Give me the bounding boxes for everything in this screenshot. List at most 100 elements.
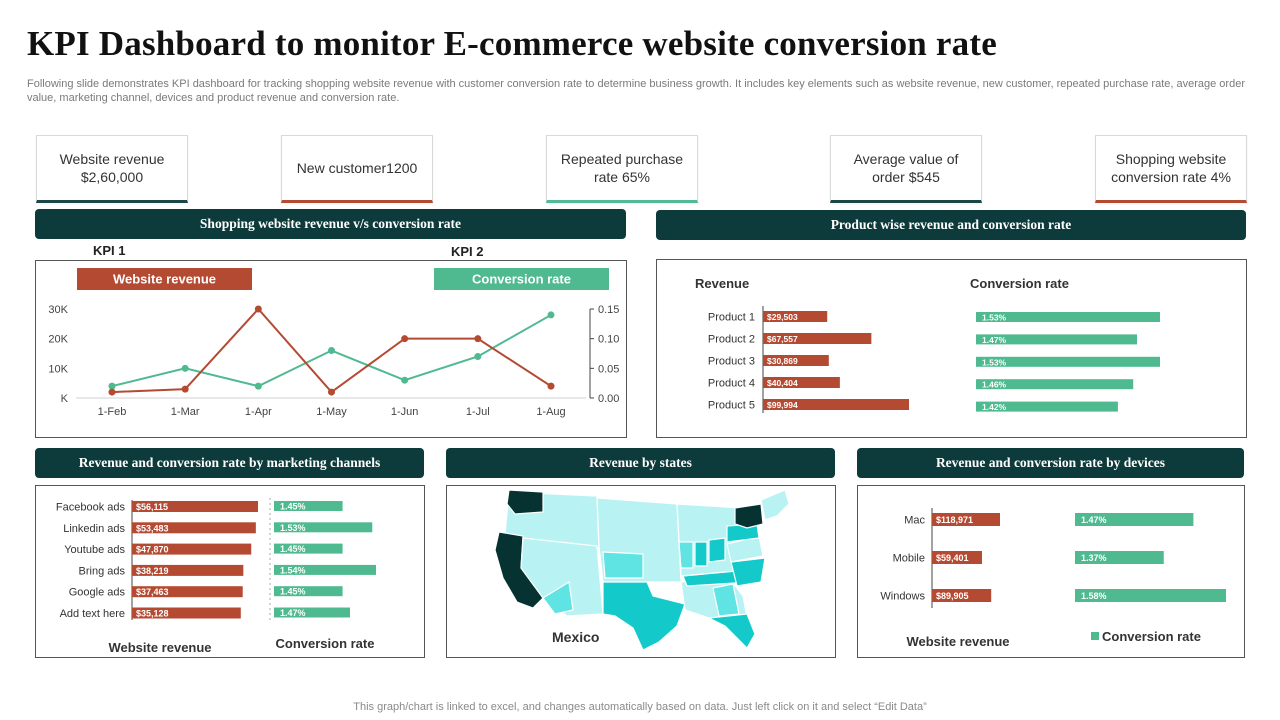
map-label-mexico: Mexico bbox=[552, 629, 599, 645]
point-website-revenue[interactable] bbox=[547, 382, 555, 390]
devices-panel: Mac $118,971 1.47% Mobile $59,401 1.37% Window… bbox=[857, 485, 1245, 658]
category-label: Google ads bbox=[69, 587, 126, 599]
kpi-card-new-customer[interactable]: New customer1200 bbox=[281, 135, 433, 203]
category-label: Linkedin ads bbox=[63, 523, 125, 535]
category-label: Add text here bbox=[60, 608, 125, 620]
point-website-revenue[interactable] bbox=[254, 305, 262, 313]
bar-conversion[interactable] bbox=[1075, 513, 1194, 526]
legend-conversion-box[interactable] bbox=[434, 268, 609, 290]
point-website-revenue[interactable] bbox=[401, 335, 409, 343]
map-region-west[interactable] bbox=[520, 537, 604, 617]
bar-revenue[interactable] bbox=[132, 607, 241, 619]
bar-revenue[interactable] bbox=[763, 311, 828, 322]
point-conversion-rate[interactable] bbox=[474, 352, 482, 360]
bar-conversion[interactable] bbox=[976, 312, 1160, 322]
kpi-card-repeated-purchase[interactable]: Repeated purchase rate 65% bbox=[546, 135, 698, 203]
bar-revenue[interactable] bbox=[932, 551, 982, 564]
map-region-illinois[interactable] bbox=[678, 541, 694, 569]
devices-chart[interactable]: Mac $118,971 1.47% Mobile $59,401 1.37% Window… bbox=[858, 486, 1245, 658]
x-tick-label: 1-Jun bbox=[391, 406, 419, 418]
map-region-indiana[interactable] bbox=[694, 541, 708, 567]
section-header-channels: Revenue and conversion rate by marketing… bbox=[35, 448, 424, 478]
y-right-tick: 0.15 bbox=[598, 304, 619, 316]
bar-conversion[interactable] bbox=[274, 501, 343, 511]
category-label: Product 1 bbox=[708, 312, 755, 324]
bar-revenue-label: $30,869 bbox=[767, 356, 798, 366]
bar-revenue[interactable] bbox=[132, 543, 252, 555]
kpi-card-website-revenue[interactable]: Website revenue $2,60,000 bbox=[36, 135, 188, 203]
kpi-card-conversion-rate[interactable]: Shopping website conversion rate 4% bbox=[1095, 135, 1247, 203]
x-tick-label: 1-Feb bbox=[98, 406, 127, 418]
bar-conversion[interactable] bbox=[976, 401, 1118, 412]
bar-revenue[interactable] bbox=[132, 522, 256, 534]
x-tick-label: 1-Aug bbox=[536, 406, 565, 418]
bar-conversion-label: 1.46% bbox=[982, 380, 1007, 390]
map-region-texas[interactable] bbox=[602, 581, 686, 651]
bar-conversion[interactable] bbox=[976, 356, 1160, 367]
bar-conversion-label: 1.45% bbox=[280, 502, 306, 512]
bar-revenue[interactable] bbox=[132, 501, 258, 512]
map-region-southwest[interactable] bbox=[542, 581, 574, 615]
x-tick-label: 1-Apr bbox=[245, 406, 272, 418]
kpi-label: Shopping website conversion rate 4% bbox=[1111, 151, 1231, 185]
bar-revenue[interactable] bbox=[132, 586, 243, 598]
map-region-colorado[interactable] bbox=[602, 551, 644, 579]
x-tick-label: 1-Jul bbox=[466, 406, 490, 418]
point-website-revenue[interactable] bbox=[328, 388, 335, 396]
map-region-georgia[interactable] bbox=[712, 583, 740, 617]
bar-conversion[interactable] bbox=[274, 522, 373, 533]
bar-revenue[interactable] bbox=[932, 589, 992, 602]
category-label: Mac bbox=[904, 515, 925, 527]
section-header-product: Product wise revenue and conversion rate bbox=[656, 210, 1246, 240]
y-left-tick: K bbox=[61, 393, 69, 405]
bar-revenue[interactable] bbox=[763, 377, 840, 388]
bar-conversion[interactable] bbox=[1075, 589, 1226, 602]
bar-revenue[interactable] bbox=[763, 355, 829, 366]
point-conversion-rate[interactable] bbox=[254, 382, 262, 390]
bar-revenue[interactable] bbox=[763, 399, 909, 410]
x-tick-label: 1-May bbox=[316, 406, 347, 418]
map-region-washington[interactable] bbox=[506, 489, 544, 515]
point-conversion-rate[interactable] bbox=[401, 376, 409, 384]
category-label: Windows bbox=[880, 591, 925, 603]
bar-conversion-label: 1.53% bbox=[982, 313, 1007, 323]
point-website-revenue[interactable] bbox=[108, 388, 116, 396]
us-states-map[interactable]: Mexico bbox=[447, 486, 836, 658]
line-chart[interactable]: Website revenue Conversion rate K 10K 20K 3… bbox=[36, 261, 627, 438]
legend-swatch-conversion[interactable] bbox=[1091, 632, 1099, 640]
point-conversion-rate[interactable] bbox=[547, 311, 555, 319]
category-label: Product 3 bbox=[708, 356, 755, 368]
kpi-card-average-order-value[interactable]: Average value of order $545 bbox=[830, 135, 982, 203]
point-conversion-rate[interactable] bbox=[108, 382, 116, 390]
y-right-tick: 0.10 bbox=[598, 334, 619, 346]
map-region-ohio[interactable] bbox=[708, 537, 726, 563]
point-conversion-rate[interactable] bbox=[181, 364, 189, 372]
bar-conversion[interactable] bbox=[274, 564, 376, 575]
product-chart[interactable]: Revenue Conversion rate Product 1 $29,503 1.… bbox=[657, 260, 1247, 438]
bar-revenue[interactable] bbox=[763, 333, 872, 344]
point-website-revenue[interactable] bbox=[474, 335, 482, 343]
bar-revenue-label: $53,483 bbox=[136, 523, 169, 533]
map-region-carolinas[interactable] bbox=[730, 557, 766, 587]
bar-conversion[interactable] bbox=[976, 379, 1134, 390]
map-region-new-england[interactable] bbox=[760, 489, 790, 521]
point-conversion-rate[interactable] bbox=[328, 347, 335, 355]
bar-conversion[interactable] bbox=[274, 607, 350, 618]
point-website-revenue[interactable] bbox=[181, 385, 189, 393]
bar-conversion[interactable] bbox=[274, 543, 343, 554]
legend-revenue-box[interactable] bbox=[77, 268, 252, 290]
channels-chart[interactable]: Facebook ads $56,115 1.45% Linkedin ads $53,… bbox=[36, 486, 425, 658]
bar-conversion[interactable] bbox=[976, 334, 1138, 345]
bar-revenue[interactable] bbox=[132, 564, 244, 576]
section-header-devices: Revenue and conversion rate by devices bbox=[857, 448, 1244, 478]
map-region-new-york[interactable] bbox=[734, 503, 764, 529]
bar-conversion[interactable] bbox=[1075, 551, 1164, 564]
bar-conversion-label: 1.45% bbox=[280, 544, 306, 554]
map-region-florida[interactable] bbox=[706, 613, 756, 649]
kpi-label: New customer1200 bbox=[296, 160, 418, 176]
bar-revenue[interactable] bbox=[932, 513, 1000, 526]
footer-note: This graph/chart is linked to excel, and… bbox=[353, 701, 927, 713]
bar-conversion[interactable] bbox=[274, 586, 343, 597]
x-label-revenue: Website revenue bbox=[108, 640, 211, 655]
legend-label-conversion: Conversion rate bbox=[1102, 629, 1201, 644]
